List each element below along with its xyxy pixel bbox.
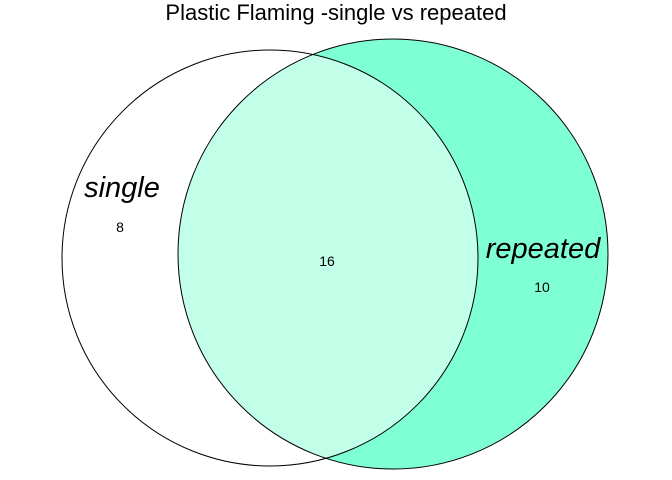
count-single-only: 8: [116, 219, 124, 235]
set-outline-repeated: [177, 38, 609, 470]
count-repeated-only: 10: [534, 279, 550, 295]
set-label-single: single: [84, 172, 160, 204]
set-label-repeated: repeated: [486, 233, 601, 265]
count-overlap: 16: [319, 253, 335, 269]
diagram-title: Plastic Flaming -single vs repeated: [165, 0, 506, 25]
set-outline-single: [61, 49, 479, 467]
overlap-region: [178, 50, 478, 466]
